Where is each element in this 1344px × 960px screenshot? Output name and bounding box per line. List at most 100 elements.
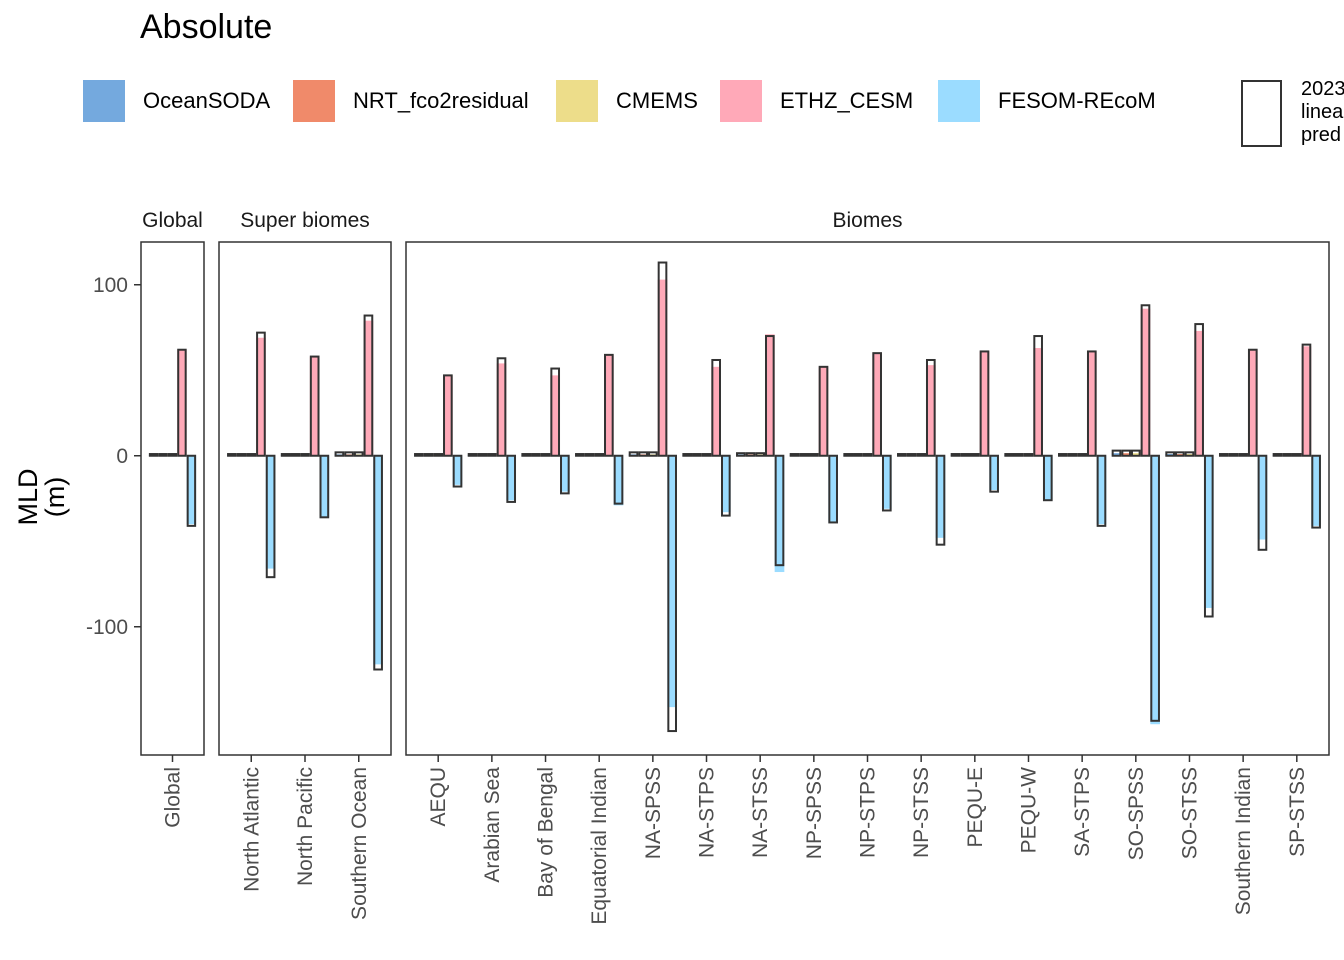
bar-na-stss-fesom-recom (774, 455, 785, 573)
bar-np-spss-ethz-cesm (818, 366, 829, 456)
outline-bar-north-atlantic-cmems (246, 453, 257, 457)
strip-label-global: Global (142, 209, 203, 232)
bar-sa-stps-ethz-cesm (1086, 351, 1097, 456)
legend-key-nrt-fco2residual (293, 80, 335, 122)
outline-bar-so-spss-ethz-cesm (1140, 304, 1151, 457)
y-tick-label-100: -100 (86, 616, 128, 639)
panel-border-biomes (405, 241, 1330, 756)
bar-na-stps-fesom-recom (721, 455, 731, 513)
outline-bar-southern-ocean-cmems (353, 451, 364, 457)
outline-bar-np-stss-oceansoda (897, 453, 907, 457)
outline-bar-sa-stps-nrt-fco2residual (1067, 453, 1078, 457)
outline-bar-north-atlantic-nrt-fco2residual (236, 453, 247, 457)
outline-bar-so-spss-cmems (1130, 449, 1141, 457)
y-tick-label-100: 100 (93, 274, 128, 297)
outline-bar-np-spss-cmems (809, 453, 819, 457)
legend-label-oceansoda: OceanSODA (143, 88, 271, 113)
outline-bar-global-nrt-fco2residual (158, 453, 168, 457)
outline-bar-southern-indian-fesom-recom (1257, 454, 1268, 551)
bar-so-stss-ethz-cesm (1194, 330, 1204, 456)
outline-bar-np-stps-ethz-cesm (872, 352, 882, 457)
bar-pequ-w-fesom-recom (1042, 455, 1053, 501)
x-tick-label-aequ: AEQU (427, 767, 450, 827)
bar-arabian-sea-ethz-cesm (496, 363, 507, 456)
bar-global-ethz-cesm (177, 349, 187, 456)
outline-bar-southern-ocean-nrt-fco2residual (344, 451, 354, 457)
legend: OceanSODA NRT_fco2residual CMEMS ETHZ_CE… (0, 0, 1344, 160)
outline-bar-southern-indian-ethz-cesm (1247, 348, 1258, 457)
x-tick-label-sp-stss: SP-STSS (1286, 767, 1309, 857)
y-axis-title-line: (m) (40, 477, 70, 517)
bar-pequ-w-ethz-cesm (1033, 348, 1043, 456)
x-tick-label-arabian-sea: Arabian Sea (481, 767, 504, 883)
outline-bar-np-stss-nrt-fco2residual (906, 453, 917, 457)
outline-bar-global-oceansoda (148, 453, 159, 457)
outline-bar-np-stps-cmems (862, 453, 873, 457)
outline-bar-pequ-e-ethz-cesm (979, 350, 990, 457)
outline-bar-arabian-sea-ethz-cesm (496, 357, 507, 457)
x-tick-label-pequ-e: PEQU-E (964, 767, 987, 848)
x-tick-label-so-spss: SO-SPSS (1125, 767, 1148, 860)
outline-bar-sa-stps-cmems (1077, 453, 1087, 457)
bar-north-pacific-fesom-recom (319, 455, 330, 518)
outline-bar-na-spss-fesom-recom (667, 454, 677, 733)
bar-north-atlantic-fesom-recom (265, 455, 276, 569)
bar-na-stps-ethz-cesm (711, 366, 722, 456)
bar-pequ-e-ethz-cesm (979, 351, 990, 456)
bar-np-stps-fesom-recom (881, 455, 892, 509)
outline-bar-so-stss-fesom-recom (1203, 454, 1214, 618)
outline-bar-na-stps-cmems (701, 453, 712, 457)
x-tick-label-np-stss: NP-STSS (910, 767, 933, 858)
panel-border-super-biomes (218, 241, 392, 756)
x-tick-label-np-spss: NP-SPSS (803, 767, 826, 859)
bar-southern-indian-ethz-cesm (1247, 349, 1258, 456)
bar-southern-indian-fesom-recom (1257, 455, 1268, 540)
y-axis-title-line: MLD (13, 468, 43, 525)
x-tick-label-southern-ocean: Southern Ocean (348, 767, 371, 920)
outline-bar-np-spss-nrt-fco2residual (799, 453, 810, 457)
bar-np-spss-fesom-recom (828, 455, 838, 523)
outline-bar-so-spss-oceansoda (1111, 449, 1122, 457)
outline-bar-so-spss-fesom-recom (1150, 454, 1160, 722)
outline-bar-aequ-ethz-cesm (443, 374, 453, 457)
legend-key-cmems (556, 80, 598, 122)
bar-so-spss-ethz-cesm (1140, 308, 1151, 456)
bar-north-pacific-ethz-cesm (309, 356, 320, 456)
bar-sa-stps-fesom-recom (1096, 455, 1107, 525)
bar-bay-of-bengal-fesom-recom (560, 455, 570, 492)
x-tick-label-north-pacific: North Pacific (294, 767, 317, 886)
x-tick-label-global: Global (162, 767, 185, 828)
outline-bar-pequ-e-fesom-recom (989, 454, 999, 493)
y-tick-label-0: 0 (116, 445, 128, 468)
bar-aequ-fesom-recom (452, 455, 463, 485)
outline-bar-north-atlantic-fesom-recom (265, 454, 276, 579)
outline-bar-north-pacific-cmems (300, 453, 310, 457)
outline-bar-north-pacific-nrt-fco2residual (290, 453, 301, 457)
outline-bar-north-pacific-oceansoda (280, 453, 291, 457)
outline-bar-so-stss-oceansoda (1165, 451, 1175, 457)
outline-bar-na-stss-ethz-cesm (765, 335, 775, 457)
legend-label-outline: 2023 linea pred (1301, 78, 1344, 146)
outline-bar-pequ-e-oceansoda (950, 453, 961, 457)
outline-bar-bay-of-bengal-fesom-recom (560, 454, 570, 495)
outline-bar-sp-stss-nrt-fco2residual (1282, 453, 1292, 457)
outline-bar-southern-indian-nrt-fco2residual (1228, 453, 1239, 457)
y-axis-title: MLD(m) (13, 468, 70, 525)
bar-global-fesom-recom (186, 455, 197, 525)
outline-bar-np-stps-nrt-fco2residual (853, 453, 863, 457)
x-tick-label-na-spss: NA-SPSS (642, 767, 665, 859)
outline-bar-na-stss-oceansoda (736, 452, 746, 457)
outline-bar-global-ethz-cesm (177, 348, 187, 457)
outline-bar-equatorial-indian-nrt-fco2residual (584, 453, 595, 457)
outline-bar-np-stss-cmems (916, 453, 926, 457)
x-tick-label-pequ-w: PEQU-W (1017, 767, 1040, 854)
x-tick-label-so-stss: SO-STSS (1178, 767, 1201, 859)
outline-bar-equatorial-indian-fesom-recom (613, 454, 624, 505)
outline-bar-bay-of-bengal-ethz-cesm (550, 367, 561, 457)
outline-bar-southern-ocean-ethz-cesm (363, 314, 374, 457)
legend-label-nrt-fco2residual: NRT_fco2residual (353, 88, 529, 113)
legend-label-fesom-recom: FESOM-REcoM (998, 88, 1156, 113)
outline-bar-so-spss-nrt-fco2residual (1121, 449, 1131, 457)
outline-bar-na-stss-cmems (755, 452, 766, 457)
